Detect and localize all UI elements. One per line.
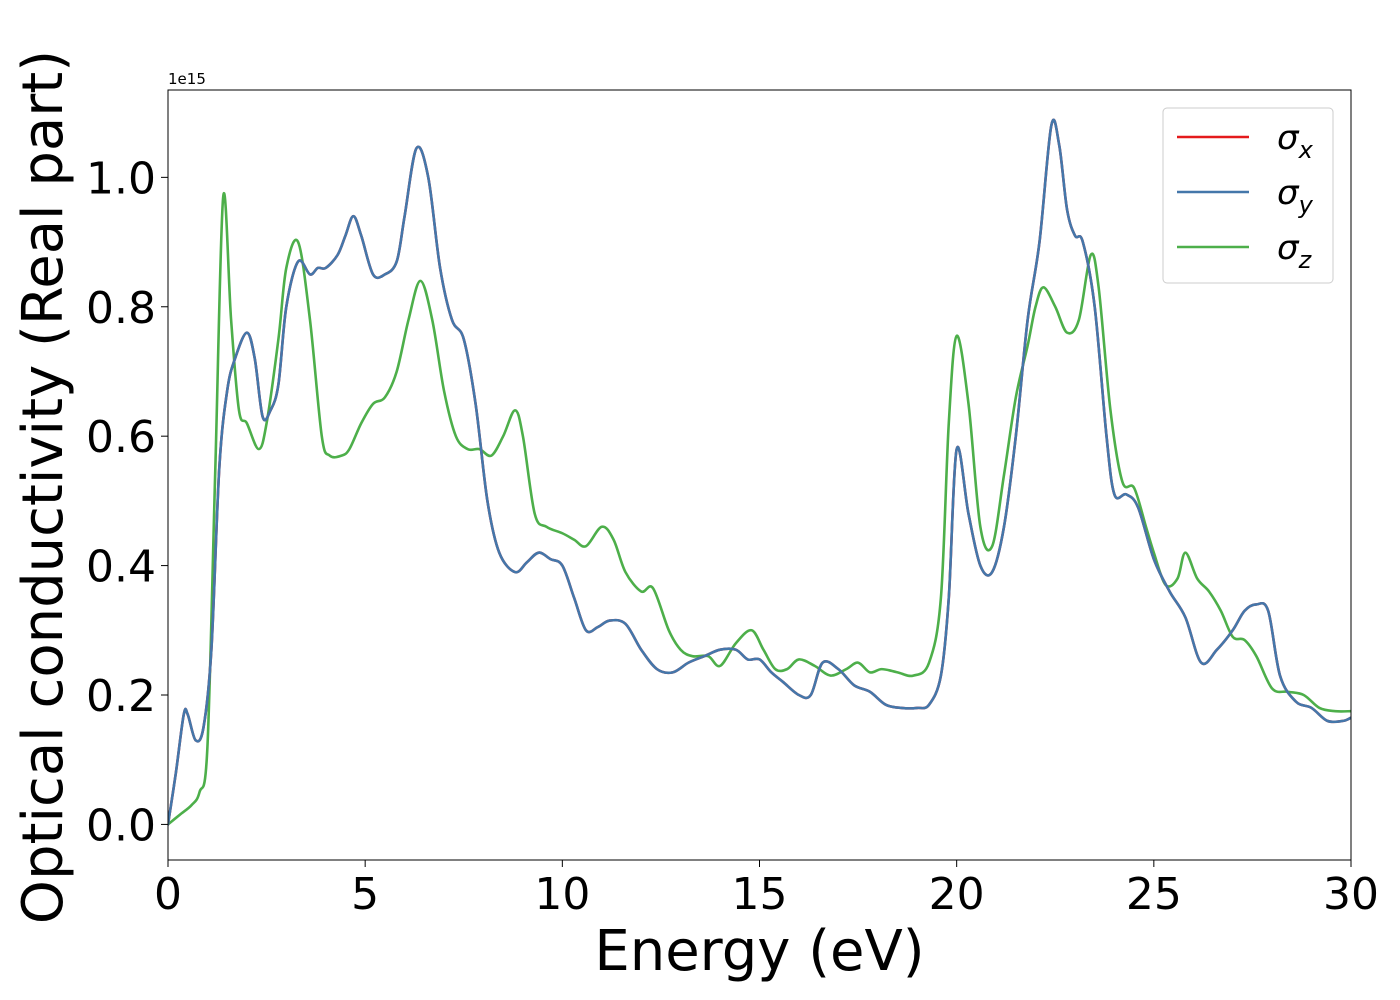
x-axis-ticks: 0 5 10 15 20 25 30 <box>154 860 1379 920</box>
legend-label-x: σx <box>1277 118 1314 164</box>
series-line-z <box>168 192 1351 826</box>
y-tick-label: 0.6 <box>86 412 156 463</box>
legend-box <box>1162 107 1334 284</box>
x-tick-label: 15 <box>732 869 788 920</box>
legend: σx σy σz <box>1162 107 1334 284</box>
x-tick-label: 30 <box>1323 869 1379 920</box>
legend-label-z: σz <box>1277 228 1313 274</box>
series-line-y <box>168 118 1351 826</box>
y-tick-label: 0.0 <box>86 800 156 851</box>
y-tick-label: 0.2 <box>86 671 156 722</box>
x-axis-label: Energy (eV) <box>594 919 924 984</box>
legend-label-y: σy <box>1277 173 1314 219</box>
x-tick-label: 5 <box>351 869 379 920</box>
y-axis-ticks: 0.0 0.2 0.4 0.6 0.8 1.0 <box>86 153 168 851</box>
y-axis-offset-label: 1e15 <box>168 70 206 88</box>
x-tick-label: 0 <box>154 869 182 920</box>
x-tick-label: 10 <box>534 869 590 920</box>
x-tick-label: 25 <box>1126 869 1182 920</box>
y-tick-label: 1.0 <box>86 153 156 204</box>
y-axis-label: Optical conductivity (Real part) <box>11 50 76 924</box>
y-tick-label: 0.4 <box>86 542 156 593</box>
x-tick-label: 20 <box>929 869 985 920</box>
y-tick-label: 0.8 <box>86 283 156 334</box>
series-layer <box>168 118 1351 826</box>
